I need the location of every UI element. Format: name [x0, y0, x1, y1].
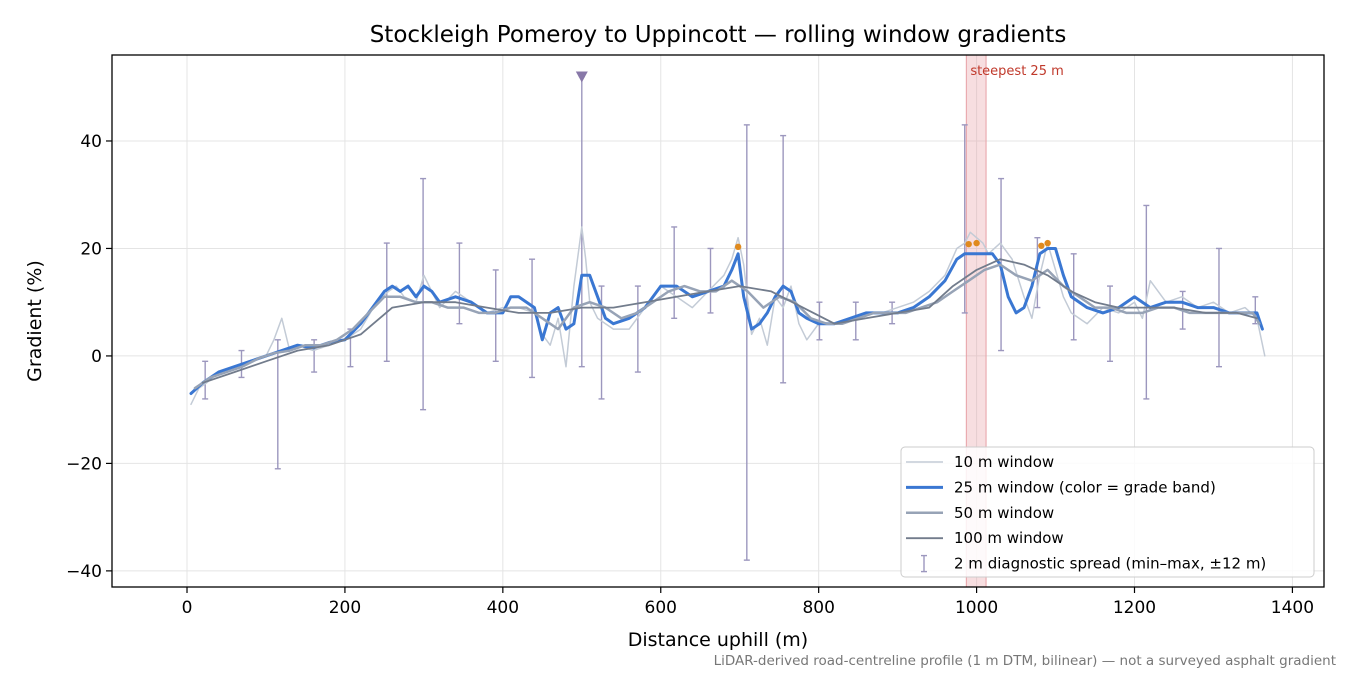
y-tick-label: 0	[91, 347, 102, 367]
marker-triangle	[575, 71, 588, 83]
legend-label: 2 m diagnostic spread (min–max, ±12 m)	[954, 555, 1266, 573]
chart-title: Stockleigh Pomeroy to Uppincott — rollin…	[370, 22, 1067, 48]
x-tick-label: 1000	[955, 598, 998, 618]
steep-point	[965, 240, 972, 248]
y-tick-label: 20	[80, 239, 102, 259]
x-tick-label: 1200	[1113, 598, 1156, 618]
error-bars	[202, 75, 1259, 561]
axis-ticks: 0 200 400 600 800 1000 1200 1400 −40 −20 0 20 40	[66, 132, 1314, 618]
steep-points	[734, 239, 1051, 251]
legend-box	[900, 446, 1315, 578]
plot-frame	[111, 54, 1325, 588]
y-axis-label: Gradient (%)	[24, 260, 46, 382]
x-tick-label: 0	[182, 598, 193, 618]
x-tick-label: 1400	[1271, 598, 1314, 618]
steep-point	[973, 239, 980, 247]
x-tick-label: 600	[645, 598, 677, 618]
series-line-4	[201, 258, 1258, 384]
steep-point	[734, 243, 742, 251]
steep-point	[1038, 242, 1045, 249]
legend-label: 100 m window	[954, 529, 1064, 547]
x-tick-label: 200	[329, 598, 361, 618]
steepest-label: steepest 25 m	[970, 64, 1063, 79]
series-line-3	[193, 263, 1261, 390]
series-lines	[189, 226, 1266, 406]
x-axis-label: Distance uphill (m)	[628, 629, 808, 651]
peak-marker	[575, 71, 588, 83]
steep-point	[1044, 239, 1051, 247]
legend-label: 10 m window	[954, 453, 1054, 471]
legend-label: 50 m window	[954, 504, 1054, 522]
x-tick-label: 800	[802, 598, 834, 618]
series-line-1	[190, 226, 1266, 406]
y-tick-label: 40	[80, 132, 102, 152]
x-tick-label: 400	[487, 598, 519, 618]
footnote: LiDAR-derived road-centreline profile (1…	[714, 653, 1336, 669]
y-tick-label: −40	[66, 562, 102, 582]
y-tick-label: −20	[66, 454, 102, 474]
legend: 10 m window 25 m window (color = grade ba…	[900, 446, 1315, 578]
series-line-2	[189, 247, 1264, 395]
legend-label: 25 m window (color = grade band)	[954, 478, 1216, 496]
